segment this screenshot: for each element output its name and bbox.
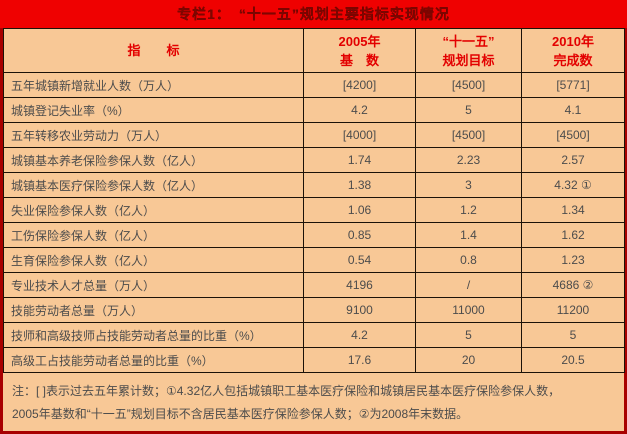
completed-2010-cell: 4686 ② — [521, 272, 625, 298]
indicators-table: 指 标 2005年 基 数 “十一五” 规划目标 2010年 完成数 五年城镇新… — [3, 28, 625, 373]
completed-2010-cell: 1.23 — [521, 247, 625, 273]
title-bar: 专栏1： “十一五”规划主要指标实现情况 — [0, 0, 627, 28]
plan-target-cell: / — [415, 272, 522, 298]
indicator-cell: 技能劳动者总量（万人） — [3, 297, 304, 323]
plan-target-cell: [4500] — [415, 72, 522, 98]
table-row: 城镇登记失业率（%） 4.2 5 4.1 — [3, 97, 625, 123]
base-2005-cell: 4196 — [303, 272, 416, 298]
footnotes: 注：[ ]表示过去五年累计数；①4.32亿人包括城镇职工基本医疗保险和城镇居民基… — [3, 373, 624, 431]
table-body: 五年城镇新增就业人数（万人） [4200] [4500] [5771] 城镇登记失业率（… — [3, 72, 625, 373]
table-row: 工伤保险参保人数（亿人） 0.85 1.4 1.62 — [3, 222, 625, 248]
header-plan-target: “十一五” 规划目标 — [415, 28, 522, 73]
plan-target-cell: 5 — [415, 97, 522, 123]
indicator-cell: 城镇基本养老保险参保人数（亿人） — [3, 147, 304, 173]
plan-target-cell: [4500] — [415, 122, 522, 148]
table-row: 五年转移农业劳动力（万人） [4000] [4500] [4500] — [3, 122, 625, 148]
base-2005-cell: 1.06 — [303, 197, 416, 223]
plan-target-cell: 3 — [415, 172, 522, 198]
table-row: 专业技术人才总量（万人） 4196/4686 ② — [3, 272, 625, 298]
table-row: 生育保险参保人数（亿人） 0.54 0.8 1.23 — [3, 247, 625, 273]
table-row: 五年城镇新增就业人数（万人） [4200] [4500] [5771] — [3, 72, 625, 98]
base-2005-cell: [4200] — [303, 72, 416, 98]
indicator-cell: 高级工占技能劳动者总量的比重（%） — [3, 347, 304, 373]
table-row: 技师和高级技师占技能劳动者总量的比重（%） 4.2 5 5 — [3, 322, 625, 348]
indicator-cell: 生育保险参保人数（亿人） — [3, 247, 304, 273]
plan-target-cell: 2.23 — [415, 147, 522, 173]
footnote-line-1: 注：[ ]表示过去五年累计数；①4.32亿人包括城镇职工基本医疗保险和城镇居民基… — [12, 384, 561, 398]
base-2005-cell: 4.2 — [303, 97, 416, 123]
header-completed-2010: 2010年 完成数 — [521, 28, 625, 73]
plan-target-cell: 20 — [415, 347, 522, 373]
completed-2010-cell: 1.62 — [521, 222, 625, 248]
completed-2010-cell: 2.57 — [521, 147, 625, 173]
completed-2010-cell: [5771] — [521, 72, 625, 98]
table-row: 失业保险参保人数（亿人） 1.06 1.2 1.34 — [3, 197, 625, 223]
completed-2010-cell: 20.5 — [521, 347, 625, 373]
completed-2010-cell: 11200 — [521, 297, 625, 323]
indicator-cell: 五年转移农业劳动力（万人） — [3, 122, 304, 148]
base-2005-cell: 4.2 — [303, 322, 416, 348]
table-row: 城镇基本医疗保险参保人数（亿人） 1.38 3 4.32 ① — [3, 172, 625, 198]
header-row: 指 标 2005年 基 数 “十一五” 规划目标 2010年 完成数 — [3, 28, 625, 73]
indicator-cell: 工伤保险参保人数（亿人） — [3, 222, 304, 248]
base-2005-cell: 0.85 — [303, 222, 416, 248]
plan-target-cell: 1.4 — [415, 222, 522, 248]
indicator-cell: 技师和高级技师占技能劳动者总量的比重（%） — [3, 322, 304, 348]
indicator-cell: 失业保险参保人数（亿人） — [3, 197, 304, 223]
indicator-cell: 专业技术人才总量（万人） — [3, 272, 304, 298]
footnote-line-2: 2005年基数和“十一五”规划目标不含居民基本医疗保险参保人数；②为2008年末… — [12, 407, 469, 421]
header-indicator: 指 标 — [3, 28, 304, 73]
base-2005-cell: 1.38 — [303, 172, 416, 198]
indicator-cell: 城镇登记失业率（%） — [3, 97, 304, 123]
base-2005-cell: 0.54 — [303, 247, 416, 273]
table-row: 技能劳动者总量（万人） 9100 11000 11200 — [3, 297, 625, 323]
completed-2010-cell: 1.34 — [521, 197, 625, 223]
completed-2010-cell: 4.32 ① — [521, 172, 625, 198]
table-header: 指 标 2005年 基 数 “十一五” 规划目标 2010年 完成数 — [3, 28, 625, 73]
header-base-2005: 2005年 基 数 — [303, 28, 416, 73]
base-2005-cell: [4000] — [303, 122, 416, 148]
completed-2010-cell: 5 — [521, 322, 625, 348]
plan-target-cell: 5 — [415, 322, 522, 348]
base-2005-cell: 1.74 — [303, 147, 416, 173]
plan-target-cell: 11000 — [415, 297, 522, 323]
indicator-cell: 城镇基本医疗保险参保人数（亿人） — [3, 172, 304, 198]
table-row: 城镇基本养老保险参保人数（亿人） 1.74 2.23 2.57 — [3, 147, 625, 173]
completed-2010-cell: 4.1 — [521, 97, 625, 123]
plan-target-cell: 0.8 — [415, 247, 522, 273]
panel-title: 专栏1： “十一五”规划主要指标实现情况 — [177, 6, 450, 22]
plan-target-cell: 1.2 — [415, 197, 522, 223]
base-2005-cell: 9100 — [303, 297, 416, 323]
table-row: 高级工占技能劳动者总量的比重（%） 17.6 20 20.5 — [3, 347, 625, 373]
indicator-cell: 五年城镇新增就业人数（万人） — [3, 72, 304, 98]
base-2005-cell: 17.6 — [303, 347, 416, 373]
completed-2010-cell: [4500] — [521, 122, 625, 148]
